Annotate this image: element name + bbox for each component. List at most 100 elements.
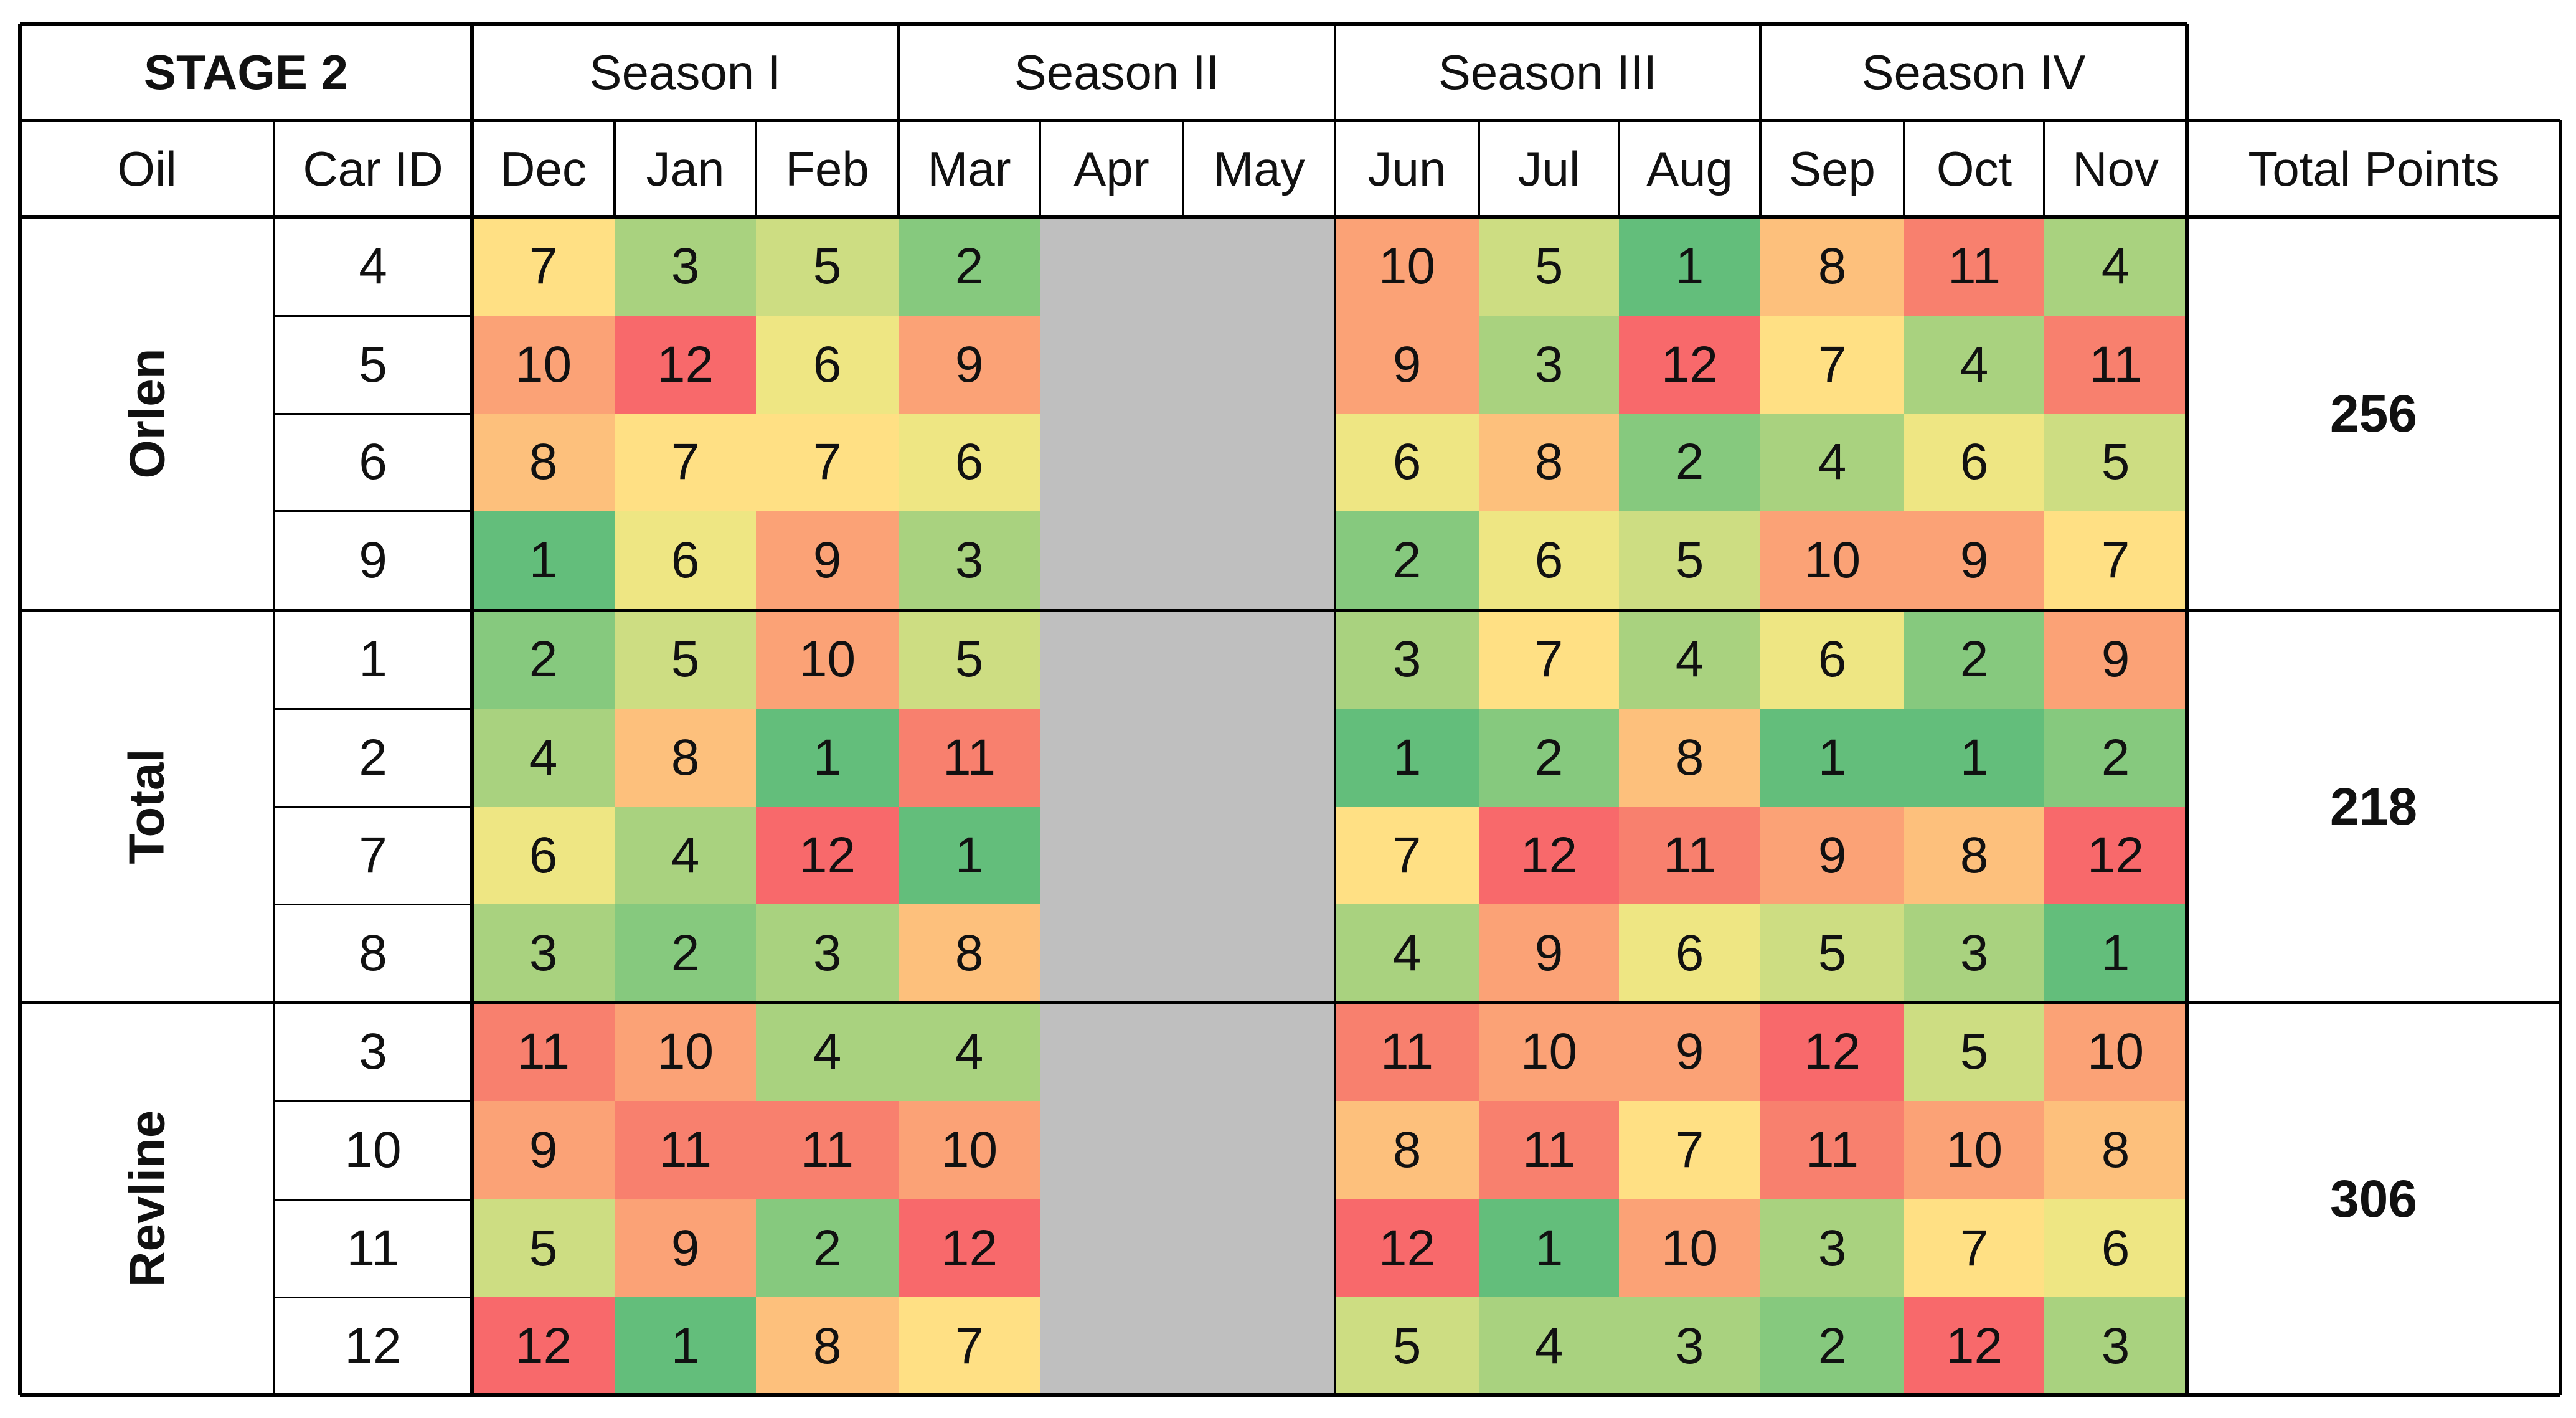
position-cell: 7 <box>1335 807 1479 904</box>
position-cell: 11 <box>1335 1002 1479 1101</box>
position-cell: 2 <box>2044 709 2187 807</box>
oil-group-label: Revline <box>20 1002 274 1395</box>
position-cell: 7 <box>1619 1101 1760 1199</box>
grid-line <box>755 120 757 217</box>
position-cell: 4 <box>472 709 615 807</box>
month-header: Mar <box>927 141 1011 196</box>
position-cell: 8 <box>1904 807 2044 904</box>
season-header: Season III <box>1438 44 1658 100</box>
position-cell: 9 <box>1479 904 1619 1002</box>
position-cell: 8 <box>1619 709 1760 807</box>
car-id-cell: 7 <box>359 827 387 884</box>
position-cell: 3 <box>1904 904 2044 1002</box>
position-cell: 12 <box>1479 807 1619 904</box>
grid-line <box>274 412 472 415</box>
month-header: May <box>1213 141 1305 196</box>
position-cell: 3 <box>756 904 899 1002</box>
position-cell: 6 <box>1479 511 1619 610</box>
position-cell: 4 <box>2044 217 2187 316</box>
car-id-cell: 9 <box>359 532 387 588</box>
position-cell: 11 <box>615 1101 756 1199</box>
position-cell: 7 <box>1760 316 1904 414</box>
car-id-cell: 10 <box>344 1122 402 1178</box>
position-cell: 10 <box>2044 1002 2187 1101</box>
position-cell: 12 <box>756 807 899 904</box>
position-cell: 1 <box>1619 217 1760 316</box>
grid-line <box>20 22 2187 26</box>
position-cell: 8 <box>1335 1101 1479 1199</box>
position-cell: 3 <box>1760 1199 1904 1297</box>
grid-line <box>274 806 472 808</box>
grid-line <box>1759 120 1762 217</box>
month-header: Jun <box>1367 141 1446 196</box>
position-cell: 1 <box>899 807 1040 904</box>
grid-line <box>470 24 474 1395</box>
grid-line <box>897 120 900 217</box>
position-cell: 11 <box>1479 1101 1619 1199</box>
total-points-value: 218 <box>2329 777 2418 836</box>
position-cell: 11 <box>1619 807 1760 904</box>
position-cell: 1 <box>1760 709 1904 807</box>
position-cell: 4 <box>1760 414 1904 511</box>
car-id-cell: 11 <box>346 1219 400 1277</box>
grid-line <box>1334 120 1336 217</box>
grid-line <box>20 1393 2560 1397</box>
position-cell: 3 <box>1619 1297 1760 1395</box>
position-cell: 1 <box>756 709 899 807</box>
position-cell: 2 <box>756 1199 899 1297</box>
car-id-cell: 2 <box>359 729 387 786</box>
position-cell: 5 <box>472 1199 615 1297</box>
oil-group-label: Total <box>20 610 274 1002</box>
position-cell: 3 <box>899 511 1040 610</box>
position-cell: 7 <box>1479 610 1619 709</box>
position-cell: 8 <box>756 1297 899 1395</box>
position-cell: 2 <box>1904 610 2044 709</box>
position-cell: 2 <box>1335 511 1479 610</box>
position-cell: 5 <box>1479 217 1619 316</box>
position-cell: 4 <box>1335 904 1479 1002</box>
position-cell: 10 <box>756 610 899 709</box>
grid-line <box>274 1198 472 1201</box>
position-cell: 5 <box>756 217 899 316</box>
grid-line <box>273 120 275 1395</box>
position-cell: 3 <box>1335 610 1479 709</box>
position-cell: 11 <box>472 1002 615 1101</box>
oil-name: Total <box>119 748 174 864</box>
car-id-cell: 5 <box>359 336 387 393</box>
grid-line <box>18 24 22 1395</box>
position-cell: 2 <box>472 610 615 709</box>
position-cell: 9 <box>472 1101 615 1199</box>
month-header: Sep <box>1789 141 1875 196</box>
grid-line <box>274 1296 472 1298</box>
season-header: Season IV <box>1861 44 2086 100</box>
position-cell: 9 <box>615 1199 756 1297</box>
position-cell: 9 <box>1904 511 2044 610</box>
position-cell: 6 <box>2044 1199 2187 1297</box>
position-cell: 1 <box>1335 709 1479 807</box>
position-cell: 5 <box>1760 904 1904 1002</box>
position-cell: 12 <box>615 316 756 414</box>
position-cell: 3 <box>1479 316 1619 414</box>
grid-line <box>20 118 2560 122</box>
oil-name: Orlen <box>118 348 174 479</box>
position-cell: 4 <box>1479 1297 1619 1395</box>
grid-line <box>274 903 472 905</box>
position-cell: 9 <box>756 511 899 610</box>
position-cell: 10 <box>1904 1101 2044 1199</box>
grid-line <box>274 314 472 317</box>
position-cell: 12 <box>2044 807 2187 904</box>
position-cell: 7 <box>2044 511 2187 610</box>
grid-line <box>2559 120 2562 1395</box>
month-header: Feb <box>785 141 869 196</box>
position-cell: 12 <box>1904 1297 2044 1395</box>
car-id-cell: 12 <box>344 1317 402 1374</box>
position-cell: 8 <box>1760 217 1904 316</box>
position-cell: 4 <box>1619 610 1760 709</box>
position-cell: 6 <box>1760 610 1904 709</box>
oil-group-label: Orlen <box>20 217 274 610</box>
position-cell: 5 <box>2044 414 2187 511</box>
position-cell: 10 <box>1335 217 1479 316</box>
position-cell: 9 <box>1760 807 1904 904</box>
car-id-column-header: Car ID <box>303 141 443 196</box>
